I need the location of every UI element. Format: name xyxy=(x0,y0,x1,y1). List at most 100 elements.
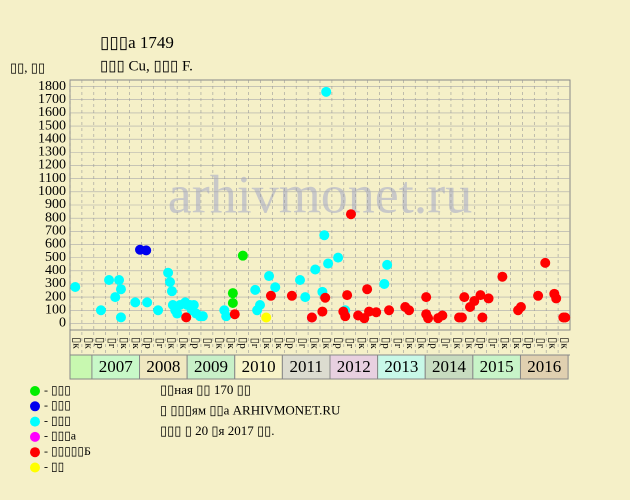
y-tick-label: 500 xyxy=(45,250,66,265)
point xyxy=(115,312,126,323)
y-axis-label: ▯▯, ▯▯ xyxy=(10,60,45,75)
point xyxy=(310,264,321,275)
y-tick-label: 900 xyxy=(45,197,66,212)
point xyxy=(317,306,328,317)
period-label: ▯к xyxy=(451,337,463,349)
point xyxy=(237,250,248,261)
period-label: ▯к xyxy=(213,337,225,349)
point xyxy=(286,290,297,301)
x-tick-label: 2016 xyxy=(527,357,561,376)
year-cell xyxy=(519,354,569,380)
point xyxy=(95,305,106,316)
y-tick-label: 1300 xyxy=(38,145,66,160)
point xyxy=(319,230,330,241)
period-label: ▯к xyxy=(499,337,511,349)
period-label: ▯р xyxy=(332,337,344,349)
point xyxy=(456,312,467,323)
legend-label: - ▯▯▯▯▯Б xyxy=(44,444,91,458)
period-label: ▯к xyxy=(404,337,416,349)
period-label: ▯р xyxy=(523,337,535,349)
y-tick-label: 1400 xyxy=(38,131,66,146)
chart-title: ▯▯▯а 1749 xyxy=(100,33,174,52)
point xyxy=(166,286,177,297)
period-label: ▯к xyxy=(547,337,559,349)
period-label: ▯р xyxy=(475,337,487,349)
legend-marker xyxy=(30,416,40,427)
y-tick-label: 1200 xyxy=(38,158,66,173)
y-tick-label: 200 xyxy=(45,289,66,304)
point xyxy=(469,296,480,307)
legend-marker xyxy=(30,447,40,458)
period-label: ▯г xyxy=(297,338,309,349)
point xyxy=(227,298,238,309)
period-label: ▯р xyxy=(94,337,106,349)
note: ▯▯▯ ▯ 20 ▯я 2017 ▯▯. xyxy=(160,423,275,438)
year-cell xyxy=(472,354,521,380)
period-label: ▯р xyxy=(142,337,154,349)
period-label: ▯р xyxy=(285,337,297,349)
period-label: ▯к xyxy=(70,337,82,349)
point xyxy=(475,290,486,301)
period-label: ▯р xyxy=(380,337,392,349)
period-label: ▯к xyxy=(368,337,380,349)
period-label: ▯р xyxy=(428,337,440,349)
point xyxy=(172,308,183,319)
period-label: ▯к xyxy=(356,337,368,349)
point xyxy=(300,292,311,303)
y-tick-label: 700 xyxy=(45,224,66,239)
point xyxy=(264,271,275,282)
x-tick-label: 2013 xyxy=(384,357,418,376)
x-tick-label: 2011 xyxy=(290,357,323,376)
y-tick-label: 1500 xyxy=(38,118,66,133)
point xyxy=(141,245,152,256)
period-label: ▯г xyxy=(201,338,213,349)
year-cell xyxy=(377,354,426,380)
period-label: ▯р xyxy=(189,337,201,349)
year-cell xyxy=(234,354,283,380)
period-label: ▯р xyxy=(237,337,249,349)
y-tick-label: 1000 xyxy=(38,184,66,199)
period-label: ▯к xyxy=(416,337,428,349)
legend-label: - ▯▯▯ xyxy=(44,413,71,427)
chart-subtitle: ▯▯▯ Cu, ▯▯▯ F. xyxy=(100,58,193,74)
period-label: ▯к xyxy=(118,337,130,349)
point xyxy=(321,86,332,97)
period-label: ▯г xyxy=(392,338,404,349)
point xyxy=(421,292,432,303)
point xyxy=(333,252,344,263)
y-tick-label: 1600 xyxy=(38,105,66,120)
year-cell xyxy=(139,354,188,380)
legend-label: - ▯▯ xyxy=(44,459,64,473)
point xyxy=(477,312,488,323)
period-label: ▯к xyxy=(309,337,321,349)
period-label: ▯к xyxy=(225,337,237,349)
point xyxy=(142,297,153,308)
point xyxy=(306,312,317,323)
point xyxy=(340,311,351,322)
point xyxy=(270,282,281,293)
year-cell xyxy=(186,354,236,380)
point xyxy=(371,307,382,318)
x-tick-label: 2010 xyxy=(242,357,276,376)
year-cell xyxy=(69,354,95,380)
point xyxy=(533,290,544,301)
period-label: ▯к xyxy=(463,337,475,349)
point xyxy=(229,309,240,320)
point xyxy=(551,293,562,304)
y-tick-label: 600 xyxy=(45,237,66,252)
y-tick-label: 1800 xyxy=(38,79,66,94)
point xyxy=(153,305,164,316)
y-tick-label: 300 xyxy=(45,276,66,291)
x-tick-label: 2009 xyxy=(194,357,228,376)
point xyxy=(540,257,551,268)
y-tick-label: 1700 xyxy=(38,92,66,107)
point xyxy=(323,258,334,269)
point xyxy=(250,284,261,295)
period-label: ▯к xyxy=(130,337,142,349)
note: ▯▯ная ▯▯ 170 ▯▯ xyxy=(160,382,251,397)
period-label: ▯г xyxy=(487,338,499,349)
x-tick-label: 2015 xyxy=(480,357,514,376)
period-label: ▯к xyxy=(166,337,178,349)
legend-marker xyxy=(30,431,40,442)
